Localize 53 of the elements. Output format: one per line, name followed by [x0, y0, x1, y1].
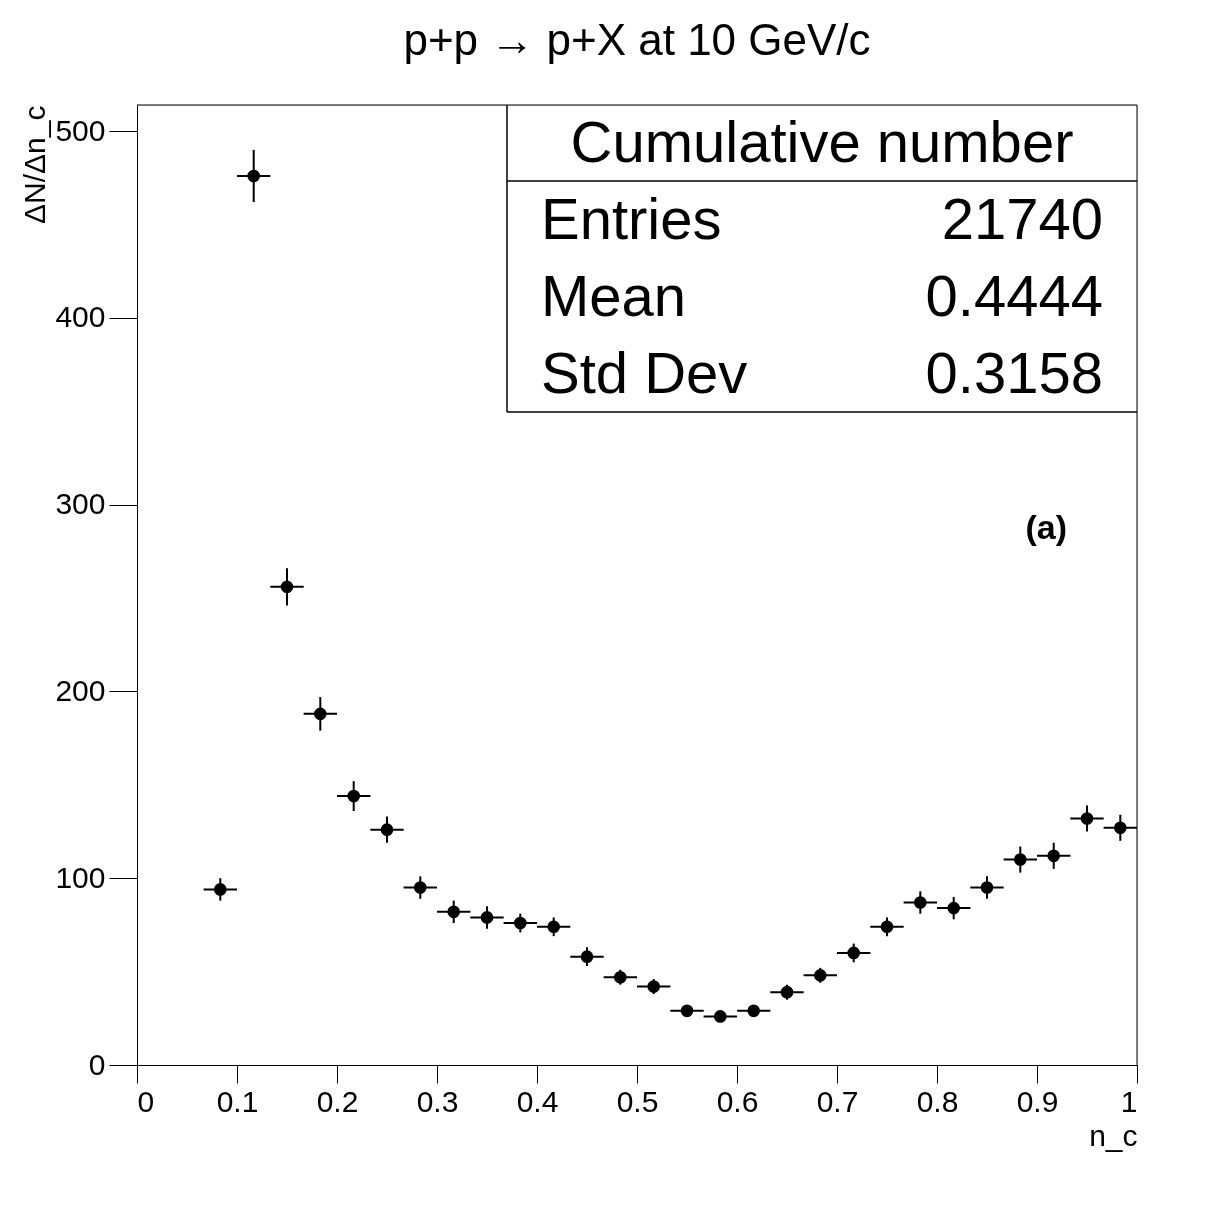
point: [280, 580, 294, 594]
y-tick-label: 500: [55, 113, 106, 147]
y-tick-label: 300: [55, 487, 106, 521]
point: [813, 969, 827, 982]
point: [947, 901, 961, 915]
point: [213, 883, 227, 896]
point: [980, 881, 994, 894]
point: [247, 169, 261, 183]
x-tick-label: 0.6: [716, 1084, 759, 1118]
point: [780, 985, 794, 999]
x-tick-label: 0.5: [616, 1084, 659, 1118]
point: [1080, 812, 1094, 825]
x-tick-label: 0.4: [516, 1084, 559, 1118]
point: [747, 1004, 761, 1018]
x-tick-label: 0.1: [216, 1084, 259, 1118]
point: [547, 920, 561, 934]
x-tick-label: 0.9: [1016, 1084, 1059, 1118]
point: [880, 920, 894, 934]
point: [380, 823, 394, 836]
x-tick-label: 0.7: [816, 1084, 859, 1118]
point: [347, 789, 361, 803]
point: [1113, 821, 1127, 835]
y-tick-label: 0: [88, 1047, 106, 1081]
point: [580, 950, 594, 963]
annotation: (a): [1025, 508, 1067, 546]
point: [1013, 853, 1027, 866]
x-tick-label: 0.2: [316, 1084, 359, 1118]
point: [313, 707, 327, 721]
point: [447, 905, 461, 919]
point: [480, 911, 494, 924]
point: [847, 946, 861, 960]
point: [413, 881, 427, 894]
annotation: Cumulative number: [570, 109, 1074, 174]
y-axis-title: ΔN/Δn_c: [18, 105, 52, 224]
point: [713, 1010, 727, 1023]
y-tick-label: 100: [55, 860, 106, 894]
x-axis-title: n_c: [1089, 1118, 1138, 1152]
point: [913, 896, 927, 909]
point: [613, 970, 627, 984]
text: Entries 21740: [541, 186, 1103, 251]
x-tick-label: 0: [137, 1084, 155, 1118]
text: Std Dev 0.3158: [541, 340, 1103, 405]
text: Mean 0.4444: [541, 263, 1103, 328]
point: [647, 980, 661, 993]
x-tick-label: 0.8: [916, 1084, 959, 1118]
y-tick-label: 200: [55, 673, 106, 707]
point: [513, 916, 527, 930]
point: [680, 1004, 694, 1018]
x-tick-label: 1: [1120, 1084, 1138, 1118]
y-tick-label: 400: [55, 300, 106, 334]
chart-title: p+p → p+X at 10 GeV/c: [403, 15, 871, 65]
point: [1047, 849, 1061, 863]
x-tick-label: 0.3: [416, 1084, 459, 1118]
